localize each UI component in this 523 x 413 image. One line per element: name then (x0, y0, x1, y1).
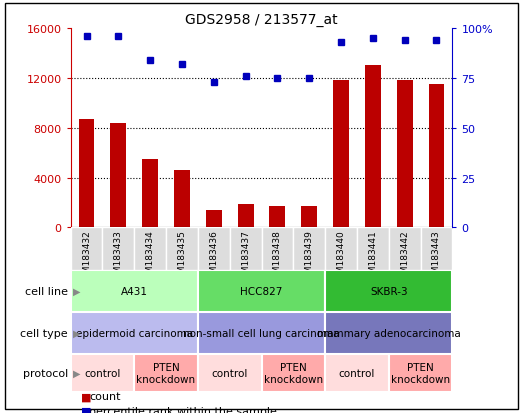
Text: GSM183434: GSM183434 (145, 230, 155, 285)
Text: A431: A431 (121, 286, 147, 296)
Text: GSM183440: GSM183440 (336, 230, 346, 285)
Text: SKBR-3: SKBR-3 (370, 286, 407, 296)
Bar (397, 81, 413, 228)
Bar (71, 354, 134, 392)
Bar (71, 312, 198, 354)
Bar (206, 211, 222, 228)
Bar (198, 270, 325, 312)
Bar (301, 207, 317, 228)
Bar (142, 159, 158, 228)
Text: PTEN
knockdown: PTEN knockdown (264, 363, 323, 384)
Bar (237, 204, 254, 228)
Bar (365, 66, 381, 228)
Bar (293, 228, 325, 270)
Text: GSM183443: GSM183443 (432, 230, 441, 285)
Text: ■: ■ (81, 392, 92, 401)
Bar (71, 270, 198, 312)
Text: ▶: ▶ (73, 368, 81, 378)
Bar (428, 85, 445, 228)
Text: count: count (89, 392, 120, 401)
Text: control: control (84, 368, 121, 378)
Bar (262, 354, 325, 392)
Text: GSM183441: GSM183441 (368, 230, 378, 285)
Bar (198, 228, 230, 270)
Text: non-small cell lung carcinoma: non-small cell lung carcinoma (183, 328, 340, 338)
Text: PTEN
knockdown: PTEN knockdown (137, 363, 196, 384)
Bar (325, 228, 357, 270)
Bar (174, 171, 190, 228)
Text: GSM183439: GSM183439 (305, 230, 314, 285)
Bar (198, 312, 325, 354)
Bar (420, 228, 452, 270)
Text: percentile rank within the sample: percentile rank within the sample (89, 406, 277, 413)
Bar (78, 120, 95, 228)
Text: GSM183442: GSM183442 (400, 230, 409, 285)
Bar (357, 228, 389, 270)
Text: epidermoid carcinoma: epidermoid carcinoma (76, 328, 193, 338)
Text: GSM183433: GSM183433 (114, 230, 123, 285)
Text: PTEN
knockdown: PTEN knockdown (391, 363, 450, 384)
Text: GSM183435: GSM183435 (177, 230, 187, 285)
Bar (230, 228, 262, 270)
Title: GDS2958 / 213577_at: GDS2958 / 213577_at (185, 12, 338, 26)
Text: GSM183438: GSM183438 (273, 230, 282, 285)
Text: mammary adenocarcinoma: mammary adenocarcinoma (317, 328, 461, 338)
Text: GSM183436: GSM183436 (209, 230, 218, 285)
Bar (198, 354, 262, 392)
Bar (103, 228, 134, 270)
Text: ■: ■ (81, 406, 92, 413)
Bar (325, 312, 452, 354)
Bar (134, 354, 198, 392)
Bar (325, 354, 389, 392)
Text: cell line: cell line (25, 286, 68, 296)
Bar (110, 123, 126, 228)
Text: ▶: ▶ (73, 328, 81, 338)
Text: control: control (211, 368, 248, 378)
Text: GSM183437: GSM183437 (241, 230, 250, 285)
Text: control: control (339, 368, 375, 378)
Bar (71, 228, 103, 270)
Bar (134, 228, 166, 270)
Text: ▶: ▶ (73, 286, 81, 296)
Bar (389, 354, 452, 392)
Bar (325, 270, 452, 312)
Text: cell type: cell type (20, 328, 68, 338)
Text: GSM183432: GSM183432 (82, 230, 91, 285)
Bar (262, 228, 293, 270)
Bar (333, 81, 349, 228)
Text: protocol: protocol (22, 368, 68, 378)
Text: HCC827: HCC827 (240, 286, 283, 296)
Bar (389, 228, 420, 270)
Bar (166, 228, 198, 270)
Bar (269, 207, 286, 228)
